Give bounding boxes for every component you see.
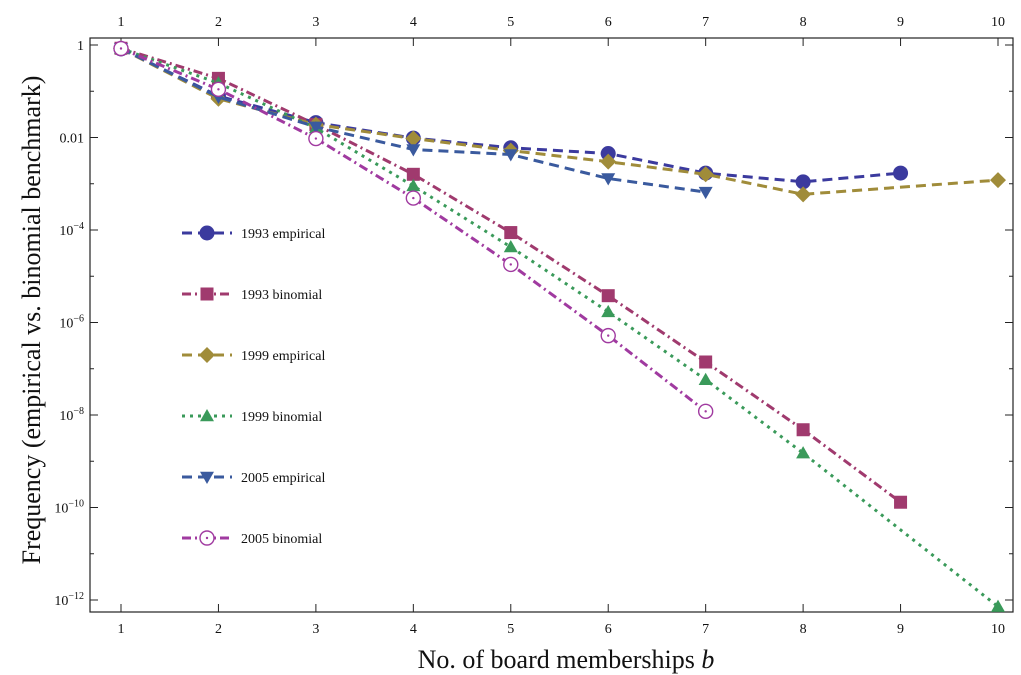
x-tick-label: 2 xyxy=(215,622,222,637)
data-point xyxy=(697,403,714,420)
x-tick-label: 3 xyxy=(312,622,319,637)
data-point xyxy=(601,173,616,186)
legend-item: 1993 binomial xyxy=(182,287,322,303)
data-point xyxy=(308,121,323,134)
x-ticks-bottom: 1 2 3 4 5 6 7 8 9 10 xyxy=(118,604,1005,637)
x-tick-label-top: 2 xyxy=(215,15,222,30)
data-point xyxy=(210,81,227,98)
y-tick-label: 10−12 xyxy=(54,591,84,609)
x-tick-label: 9 xyxy=(897,622,904,637)
series-layer xyxy=(113,40,1006,612)
data-point xyxy=(991,599,1005,612)
data-point xyxy=(795,174,811,190)
series-1993-binomial xyxy=(114,41,908,509)
x-ticks-top: 1 2 3 4 5 6 7 8 9 10 xyxy=(118,15,1005,46)
x-axis-title: No. of board memberships b xyxy=(418,645,715,674)
data-point xyxy=(894,495,908,509)
legend-item: 1993 empirical xyxy=(182,225,325,242)
series-1993-empirical xyxy=(113,41,909,190)
series-2005-binomial xyxy=(113,40,714,420)
data-point xyxy=(697,166,714,183)
legend-label: 2005 binomial xyxy=(241,532,322,547)
y-axis-title: Frequency (empirical vs. binomial benchm… xyxy=(17,76,46,565)
series-line xyxy=(120,46,902,504)
x-tick-label: 5 xyxy=(507,622,514,637)
data-point xyxy=(113,40,129,57)
data-point xyxy=(796,446,811,459)
data-point xyxy=(600,327,616,344)
data-point xyxy=(405,190,422,206)
y-tick-label: 10−8 xyxy=(59,406,84,424)
x-tick-label: 7 xyxy=(702,622,709,637)
x-tick-label: 10 xyxy=(991,622,1005,637)
data-point xyxy=(503,239,518,253)
data-point xyxy=(601,289,615,303)
legend-label: 1999 empirical xyxy=(241,349,325,364)
x-tick-label-top: 5 xyxy=(507,15,514,30)
legend-item: 1999 binomial xyxy=(182,409,322,425)
data-point xyxy=(796,423,810,437)
data-point xyxy=(698,186,713,200)
legend-marker xyxy=(200,471,214,484)
data-point xyxy=(405,130,422,147)
data-point xyxy=(406,178,421,192)
legend-item: 2005 binomial xyxy=(182,530,322,547)
x-tick-label-top: 4 xyxy=(410,15,417,30)
y-tick-label: 10−10 xyxy=(54,499,84,517)
series-line xyxy=(120,47,999,196)
y-tick-label: 0.01 xyxy=(60,132,85,147)
series-line xyxy=(120,47,999,608)
x-tick-label-top: 9 xyxy=(897,15,904,30)
data-point xyxy=(795,186,812,203)
legend-label: 1993 binomial xyxy=(241,288,322,303)
y-ticks: 1 0.01 10−4 10−6 10−8 10−10 10−12 xyxy=(54,39,1013,609)
legend: 1993 empirical 1993 binomial 1999 empirica… xyxy=(182,225,325,547)
plot-frame xyxy=(89,37,1014,613)
plot-border xyxy=(89,37,1014,613)
legend-item: 1999 empirical xyxy=(182,347,325,364)
data-point xyxy=(600,153,617,170)
series-line xyxy=(120,47,901,184)
x-tick-label-top: 7 xyxy=(702,15,709,30)
x-tick-label-top: 8 xyxy=(800,15,807,30)
data-point xyxy=(698,372,713,385)
data-point xyxy=(600,146,616,162)
legend-label: 2005 empirical xyxy=(241,471,325,486)
x-tick-label-top: 3 xyxy=(312,15,319,30)
data-point xyxy=(601,304,616,318)
x-tick-label-top: 6 xyxy=(605,15,612,30)
data-point xyxy=(308,130,324,147)
legend-marker xyxy=(199,225,215,241)
legend-label: 1993 empirical xyxy=(241,227,325,242)
data-point xyxy=(503,256,519,273)
legend-item: 2005 empirical xyxy=(182,471,325,486)
y-tick-label: 10−6 xyxy=(59,314,84,332)
legend-marker xyxy=(200,287,214,301)
x-tick-label: 1 xyxy=(118,622,125,637)
series-1999-empirical xyxy=(113,40,1006,203)
data-point xyxy=(504,226,518,240)
x-tick-label-top: 1 xyxy=(118,15,125,30)
data-point xyxy=(406,167,420,181)
data-point xyxy=(893,165,909,181)
x-tick-label: 8 xyxy=(800,622,807,637)
data-point xyxy=(699,355,713,369)
series-1999-binomial xyxy=(114,41,1005,612)
legend-marker xyxy=(200,409,214,422)
x-tick-label: 6 xyxy=(605,622,612,637)
data-point xyxy=(990,172,1006,189)
legend-label: 1999 binomial xyxy=(241,410,322,425)
series-2005-empirical xyxy=(114,43,713,200)
y-tick-label: 1 xyxy=(77,39,84,54)
legend-marker xyxy=(199,530,215,546)
y-tick-label: 10−4 xyxy=(59,221,84,239)
x-tick-label: 4 xyxy=(410,622,417,637)
x-tick-label-top: 10 xyxy=(991,15,1005,30)
legend-marker xyxy=(199,347,215,363)
data-point xyxy=(406,144,421,157)
data-point xyxy=(503,149,518,162)
